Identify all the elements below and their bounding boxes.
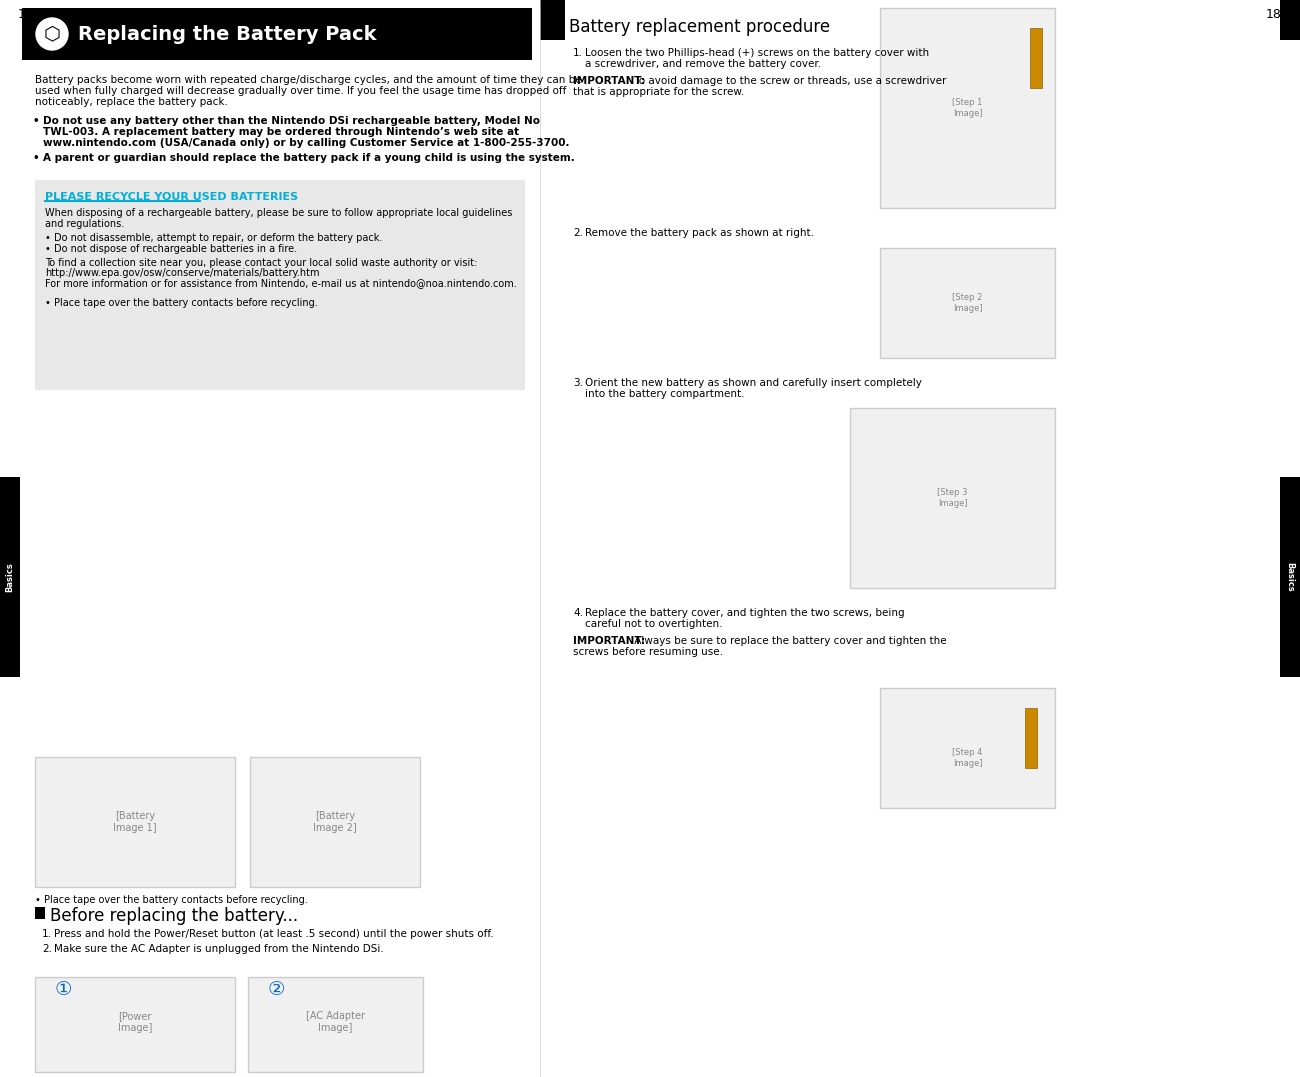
Circle shape — [36, 18, 68, 50]
Text: a screwdriver, and remove the battery cover.: a screwdriver, and remove the battery co… — [585, 59, 822, 69]
Text: • Place tape over the battery contacts before recycling.: • Place tape over the battery contacts b… — [46, 298, 317, 308]
Text: Replacing the Battery Pack: Replacing the Battery Pack — [78, 25, 377, 43]
Text: PLEASE RECYCLE YOUR USED BATTERIES: PLEASE RECYCLE YOUR USED BATTERIES — [46, 192, 298, 202]
Text: [Battery
Image 1]: [Battery Image 1] — [113, 811, 157, 833]
Text: careful not to overtighten.: careful not to overtighten. — [585, 619, 723, 629]
Text: [Power
Image]: [Power Image] — [118, 1011, 152, 1033]
Text: Always be sure to replace the battery cover and tighten the: Always be sure to replace the battery co… — [630, 637, 946, 646]
Text: www.nintendo.com (USA/Canada only) or by calling Customer Service at 1-800-255-3: www.nintendo.com (USA/Canada only) or by… — [43, 138, 569, 148]
Text: [Step 4
Image]: [Step 4 Image] — [953, 749, 983, 768]
Text: 1.: 1. — [42, 929, 52, 939]
Text: Basics: Basics — [1286, 562, 1295, 592]
Bar — [1030, 28, 1043, 88]
Bar — [1280, 0, 1300, 40]
Text: used when fully charged will decrease gradually over time. If you feel the usage: used when fully charged will decrease gr… — [35, 86, 567, 96]
Text: Press and hold the Power/Reset button (at least .5 second) until the power shuts: Press and hold the Power/Reset button (a… — [55, 929, 494, 939]
Text: noticeably, replace the battery pack.: noticeably, replace the battery pack. — [35, 97, 227, 107]
Text: • Do not dispose of rechargeable batteries in a fire.: • Do not dispose of rechargeable batteri… — [46, 244, 298, 254]
Text: Orient the new battery as shown and carefully insert completely: Orient the new battery as shown and care… — [585, 378, 922, 388]
Text: Battery replacement procedure: Battery replacement procedure — [569, 18, 831, 36]
Text: http://www.epa.gov/osw/conserve/materials/battery.htm: http://www.epa.gov/osw/conserve/material… — [46, 268, 320, 278]
Text: [Step 1
Image]: [Step 1 Image] — [953, 98, 983, 117]
Text: Remove the battery pack as shown at right.: Remove the battery pack as shown at righ… — [585, 228, 814, 238]
Text: and regulations.: and regulations. — [46, 219, 125, 229]
Text: [Step 2
Image]: [Step 2 Image] — [953, 293, 983, 312]
Text: 1.: 1. — [573, 48, 582, 58]
Bar — [35, 907, 46, 919]
Bar — [0, 477, 20, 677]
Bar — [1024, 708, 1037, 768]
Text: screws before resuming use.: screws before resuming use. — [573, 647, 723, 657]
Text: into the battery compartment.: into the battery compartment. — [585, 389, 745, 398]
Text: TWL-003. A replacement battery may be ordered through Nintendo’s web site at: TWL-003. A replacement battery may be or… — [43, 127, 519, 137]
Text: To avoid damage to the screw or threads, use a screwdriver: To avoid damage to the screw or threads,… — [630, 76, 946, 86]
Text: 17: 17 — [18, 8, 34, 20]
Text: •: • — [32, 116, 39, 126]
Text: Make sure the AC Adapter is unplugged from the Nintendo DSi.: Make sure the AC Adapter is unplugged fr… — [55, 945, 384, 954]
Text: 3.: 3. — [573, 378, 582, 388]
Text: Loosen the two Phillips-head (+) screws on the battery cover with: Loosen the two Phillips-head (+) screws … — [585, 48, 930, 58]
Text: that is appropriate for the screw.: that is appropriate for the screw. — [573, 87, 744, 97]
Bar — [880, 688, 1056, 808]
Bar — [1280, 477, 1300, 677]
Text: A parent or guardian should replace the battery pack if a young child is using t: A parent or guardian should replace the … — [43, 153, 575, 163]
Bar — [880, 248, 1056, 358]
Text: 2.: 2. — [42, 945, 52, 954]
Bar — [35, 757, 235, 887]
Bar — [250, 757, 420, 887]
Bar — [22, 8, 532, 60]
Bar — [35, 977, 235, 1072]
Bar — [540, 0, 566, 40]
Text: Basics: Basics — [5, 562, 14, 592]
Text: ①: ① — [55, 980, 73, 999]
Text: [AC Adapter
Image]: [AC Adapter Image] — [306, 1011, 364, 1033]
Text: 4.: 4. — [573, 609, 582, 618]
Text: [Step 3
Image]: [Step 3 Image] — [937, 488, 967, 507]
Bar — [248, 977, 422, 1072]
Bar — [850, 408, 1056, 588]
Text: 18: 18 — [1266, 8, 1282, 20]
Bar — [555, 18, 566, 31]
Text: Battery packs become worn with repeated charge/discharge cycles, and the amount : Battery packs become worn with repeated … — [35, 75, 581, 85]
Text: For more information or for assistance from Nintendo, e-mail us at nintendo@noa.: For more information or for assistance f… — [46, 278, 517, 288]
Text: ②: ② — [268, 980, 286, 999]
Bar — [880, 8, 1056, 208]
Text: When disposing of a rechargeable battery, please be sure to follow appropriate l: When disposing of a rechargeable battery… — [46, 208, 512, 218]
Bar — [35, 180, 525, 390]
Text: • Place tape over the battery contacts before recycling.: • Place tape over the battery contacts b… — [35, 895, 308, 905]
Text: Before replacing the battery...: Before replacing the battery... — [49, 907, 298, 925]
Text: 2.: 2. — [573, 228, 582, 238]
Text: To find a collection site near you, please contact your local solid waste author: To find a collection site near you, plea… — [46, 258, 477, 268]
Text: IMPORTANT:: IMPORTANT: — [573, 76, 645, 86]
Text: IMPORTANT:: IMPORTANT: — [573, 637, 645, 646]
Text: ⬡: ⬡ — [43, 25, 61, 43]
Text: • Do not disassemble, attempt to repair, or deform the battery pack.: • Do not disassemble, attempt to repair,… — [46, 233, 382, 243]
Text: Replace the battery cover, and tighten the two screws, being: Replace the battery cover, and tighten t… — [585, 609, 905, 618]
Text: •: • — [32, 153, 39, 163]
Text: Do not use any battery other than the Nintendo DSi rechargeable battery, Model N: Do not use any battery other than the Ni… — [43, 116, 540, 126]
Text: [Battery
Image 2]: [Battery Image 2] — [313, 811, 358, 833]
